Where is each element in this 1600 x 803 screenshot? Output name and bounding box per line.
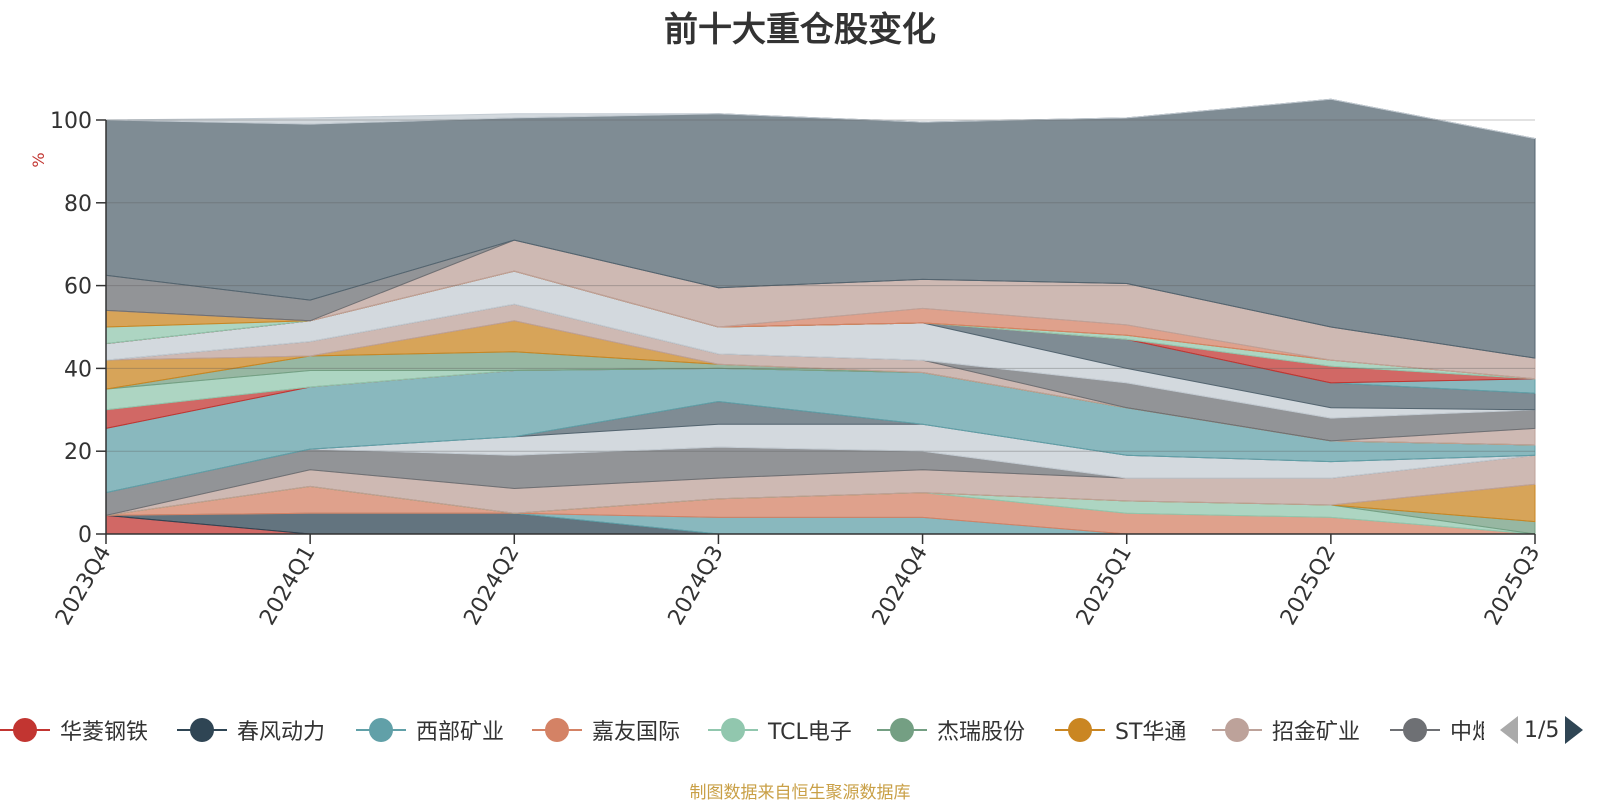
legend-item[interactable]: TCL电子 (708, 712, 852, 748)
legend-label: 西部矿业 (416, 720, 505, 745)
legend-label: 华菱钢铁 (60, 720, 149, 745)
legend-item[interactable]: 春风动力 (177, 712, 325, 748)
legend-label: TCL电子 (768, 720, 852, 745)
legend-item[interactable]: 嘉友国际 (532, 712, 680, 748)
legend-marker-icon (0, 718, 50, 742)
y-tick-labels: 0 20 40 60 80 100 (50, 109, 92, 548)
series-areas (105, 98, 1536, 535)
legend-item[interactable]: 西部矿业 (356, 712, 504, 748)
x-tick-labels: 2023Q4 2024Q1 2024Q2 2024Q3 2024Q4 2025Q1 2025… (51, 542, 1545, 630)
axes (105, 120, 1536, 544)
y-tick-label: 80 (64, 192, 92, 217)
legend-next-icon[interactable] (1565, 716, 1584, 744)
legend-marker-icon (1212, 718, 1262, 742)
legend-marker-icon (877, 718, 927, 742)
legend-page-indicator: 1/5 (1524, 717, 1560, 743)
x-tick-label: 2025Q2 (1276, 542, 1341, 630)
legend-label: 杰瑞股份 (937, 720, 1026, 745)
gridlines (96, 119, 1535, 535)
legend-item[interactable]: 华菱钢铁 (0, 712, 148, 748)
area-series-29 (105, 98, 1536, 140)
legend-label: 春风动力 (237, 720, 326, 745)
y-tick-label: 100 (50, 109, 92, 134)
x-tick-label: 2025Q1 (1072, 542, 1137, 630)
y-tick-label: 0 (78, 523, 92, 548)
legend-marker-icon (1055, 718, 1105, 742)
legend-item[interactable]: ST华通 (1055, 712, 1186, 748)
y-tick-label: 20 (64, 440, 92, 465)
x-tick-label: 2024Q3 (664, 542, 729, 630)
legend: 华菱钢铁 春风动力 西部矿业 嘉友国际 TCL电子 杰瑞股份 ST华通 招金矿业 中炬高新 1/… (0, 712, 1600, 748)
y-axis-label: % (29, 152, 48, 167)
x-tick-label: 2024Q1 (255, 542, 320, 630)
legend-label: 中炬高新 (1450, 720, 1484, 745)
legend-marker-icon (532, 718, 582, 742)
source-note: 制图数据来自恒生聚源数据库 (689, 783, 911, 803)
legend-item[interactable]: 中炬高新 (1390, 712, 1484, 748)
legend-marker-icon (708, 718, 758, 742)
x-tick-label: 2024Q2 (459, 542, 524, 630)
legend-items: 华菱钢铁 春风动力 西部矿业 嘉友国际 TCL电子 杰瑞股份 ST华通 招金矿业 中炬高新 (0, 712, 1484, 748)
legend-marker-icon (177, 718, 227, 742)
legend-pager: 1/5 (1500, 712, 1584, 748)
x-tick-label: 2025Q3 (1480, 542, 1545, 630)
chart-title: 前十大重仓股变化 (664, 10, 936, 50)
legend-item[interactable]: 招金矿业 (1212, 712, 1360, 748)
legend-label: ST华通 (1115, 720, 1187, 745)
legend-item[interactable]: 杰瑞股份 (877, 712, 1025, 748)
x-tick-label: 2023Q4 (51, 542, 116, 630)
legend-label: 嘉友国际 (592, 720, 681, 745)
x-tick-label: 2024Q4 (868, 542, 933, 630)
legend-marker-icon (1390, 718, 1440, 742)
y-tick-label: 40 (64, 357, 92, 382)
legend-label: 招金矿业 (1272, 720, 1361, 745)
legend-marker-icon (356, 718, 406, 742)
y-tick-label: 60 (64, 275, 92, 300)
legend-prev-icon[interactable] (1500, 716, 1518, 744)
